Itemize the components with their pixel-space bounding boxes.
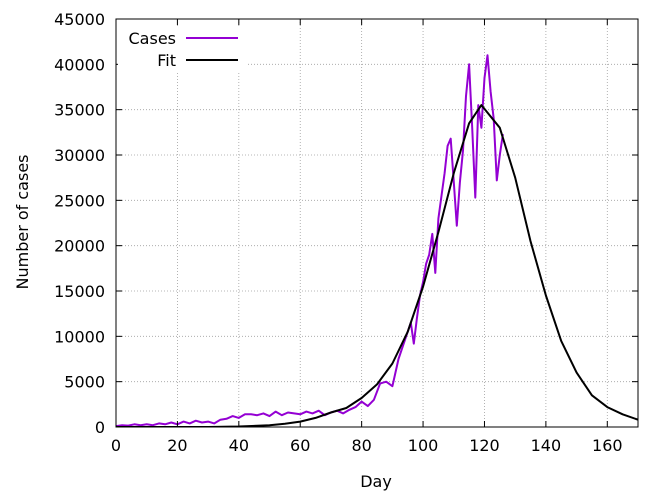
x-tick-label: 100 — [408, 436, 439, 455]
x-tick-label: 80 — [351, 436, 371, 455]
x-tick-label: 40 — [229, 436, 249, 455]
legend-background — [118, 26, 246, 72]
plot-frame — [115, 18, 639, 428]
y-tick-label: 5000 — [64, 373, 105, 392]
y-tick-label: 0 — [95, 418, 105, 437]
y-tick-label: 20000 — [54, 237, 105, 256]
axis-ticks: 0 20 40 60 80 100 120 140 160 0 5000 10000 15000 2000… — [54, 10, 638, 455]
legend-label-fit: Fit — [157, 51, 176, 70]
x-axis-label: Day — [360, 472, 392, 491]
x-tick-label: 0 — [111, 436, 121, 455]
y-tick-label: 40000 — [54, 55, 105, 74]
legend: Cases Fit — [118, 26, 246, 72]
y-tick-label: 30000 — [54, 146, 105, 165]
x-tick-label: 20 — [167, 436, 187, 455]
x-tick-label: 60 — [290, 436, 310, 455]
x-tick-label: 140 — [531, 436, 562, 455]
y-tick-label: 15000 — [54, 282, 105, 301]
series-line-fit — [116, 104, 638, 427]
y-axis-label: Number of cases — [13, 155, 32, 290]
series-line-cases — [116, 54, 504, 427]
y-tick-label: 35000 — [54, 101, 105, 120]
grid-lines — [116, 19, 638, 427]
legend-label-cases: Cases — [129, 29, 177, 48]
series-layer — [116, 54, 638, 427]
x-tick-label: 160 — [592, 436, 623, 455]
y-tick-label: 45000 — [54, 10, 105, 29]
y-tick-label: 25000 — [54, 191, 105, 210]
x-tick-label: 120 — [469, 436, 500, 455]
y-tick-label: 10000 — [54, 327, 105, 346]
